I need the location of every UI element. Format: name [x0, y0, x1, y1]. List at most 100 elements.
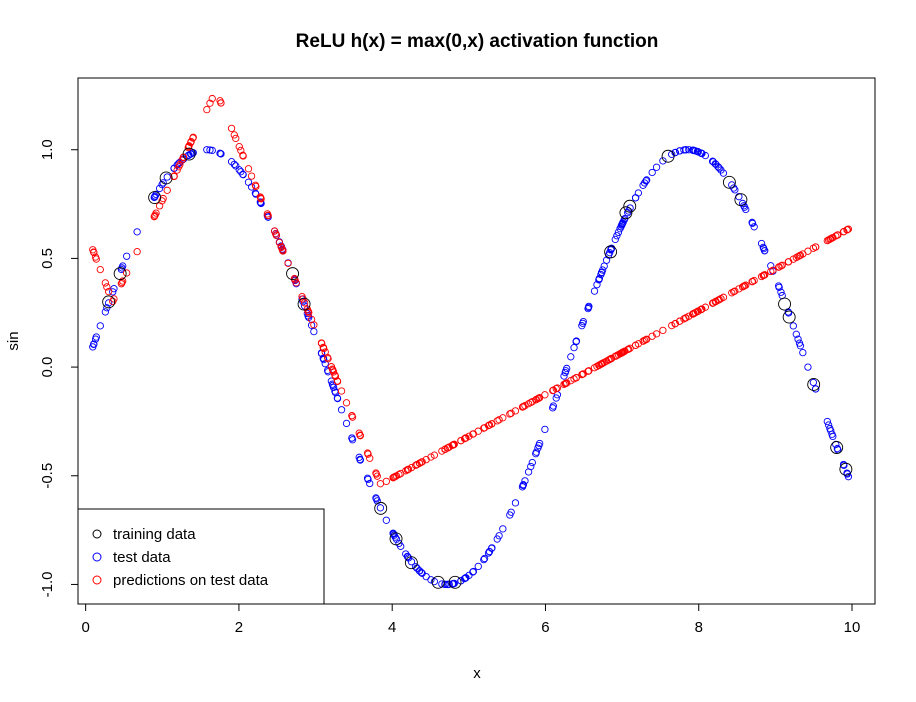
test-point: [474, 562, 482, 571]
prediction-point: [465, 432, 473, 440]
test-point: [208, 146, 216, 155]
test-point: [792, 330, 800, 338]
prediction-point: [541, 391, 549, 399]
prediction-point: [843, 226, 851, 234]
prediction-point: [239, 152, 247, 160]
x-axis-label: x: [473, 665, 481, 682]
y-tick-label: 0.0: [39, 357, 56, 378]
training-point: [734, 193, 748, 207]
training-point: [113, 267, 127, 281]
prediction-point: [418, 458, 426, 466]
prediction-point: [331, 372, 340, 381]
prediction-point: [364, 450, 372, 458]
training-point: [830, 441, 844, 454]
prediction-point: [247, 172, 256, 180]
training-point: [404, 556, 418, 570]
test-point: [777, 288, 785, 296]
training-point: [374, 501, 388, 515]
training-point: [389, 532, 403, 546]
prediction-point: [235, 143, 243, 151]
legend-label-training: training data: [113, 526, 196, 543]
prediction-point: [812, 243, 820, 251]
test-point: [563, 364, 571, 373]
test-point: [92, 333, 100, 341]
test-point: [469, 568, 477, 576]
test-point: [607, 244, 616, 252]
training-point: [619, 206, 633, 220]
prediction-point: [528, 398, 536, 406]
test-point: [844, 473, 853, 481]
prediction-point: [391, 472, 399, 481]
prediction-point: [152, 209, 160, 217]
test-point: [560, 372, 568, 380]
test-point: [239, 171, 247, 179]
prediction-point: [626, 344, 634, 352]
test-point: [382, 516, 390, 524]
test-point: [364, 475, 372, 484]
prediction-point: [299, 295, 307, 303]
prediction-point: [159, 194, 167, 203]
test-point: [789, 322, 797, 330]
prediction-point: [217, 99, 225, 107]
prediction-point: [427, 453, 435, 461]
test-point: [585, 302, 593, 311]
test-point: [247, 183, 256, 191]
prediction-point: [348, 413, 357, 421]
test-point: [519, 481, 528, 489]
test-point: [507, 508, 515, 516]
test-point: [598, 266, 607, 274]
prediction-point: [279, 247, 287, 255]
test-point: [549, 402, 558, 410]
prediction-point: [292, 279, 300, 287]
y-tick-label: 1.0: [39, 139, 56, 160]
training-point: [448, 575, 462, 589]
training-point: [148, 191, 162, 204]
prediction-point: [493, 417, 501, 425]
training-point: [778, 297, 792, 311]
test-point: [750, 223, 758, 231]
prediction-point: [474, 427, 482, 435]
legend-entry-training: training data: [92, 526, 196, 543]
test-point: [719, 169, 728, 177]
test-point: [775, 283, 783, 292]
test-point: [376, 504, 385, 512]
training-point: [159, 171, 173, 185]
prediction-point: [230, 131, 238, 139]
prediction-point: [624, 345, 633, 353]
prediction-point: [208, 94, 216, 103]
chart-title: ReLU h(x) = max(0,x) activation function: [296, 31, 659, 52]
test-point: [407, 558, 416, 566]
test-point: [104, 299, 113, 307]
test-point: [356, 456, 364, 464]
prediction-point: [769, 266, 777, 274]
test-point: [590, 287, 599, 295]
prediction-point: [742, 281, 750, 289]
prediction-point: [715, 295, 723, 304]
test-point: [748, 219, 757, 227]
prediction-point: [103, 283, 111, 291]
test-point: [151, 192, 159, 200]
test-point: [329, 383, 338, 392]
prediction-point: [284, 259, 292, 267]
test-point: [430, 577, 439, 586]
test-point: [422, 572, 430, 581]
prediction-point: [187, 137, 195, 146]
prediction-point: [760, 271, 769, 279]
prediction-point: [119, 277, 127, 285]
x-tick-label: 2: [235, 619, 243, 636]
prediction-point: [690, 309, 698, 318]
test-point: [579, 317, 587, 326]
test-point: [796, 342, 805, 350]
prediction-point: [272, 231, 281, 240]
test-point: [626, 204, 634, 212]
test-point: [469, 567, 478, 576]
test-point: [173, 161, 181, 169]
test-point: [528, 458, 536, 467]
legend-label-test: test data: [113, 549, 171, 566]
test-point: [412, 563, 420, 571]
x-tick-label: 6: [541, 619, 549, 636]
test-point: [552, 394, 560, 402]
x-tick-label: 10: [844, 619, 861, 636]
prediction-point: [257, 195, 265, 203]
